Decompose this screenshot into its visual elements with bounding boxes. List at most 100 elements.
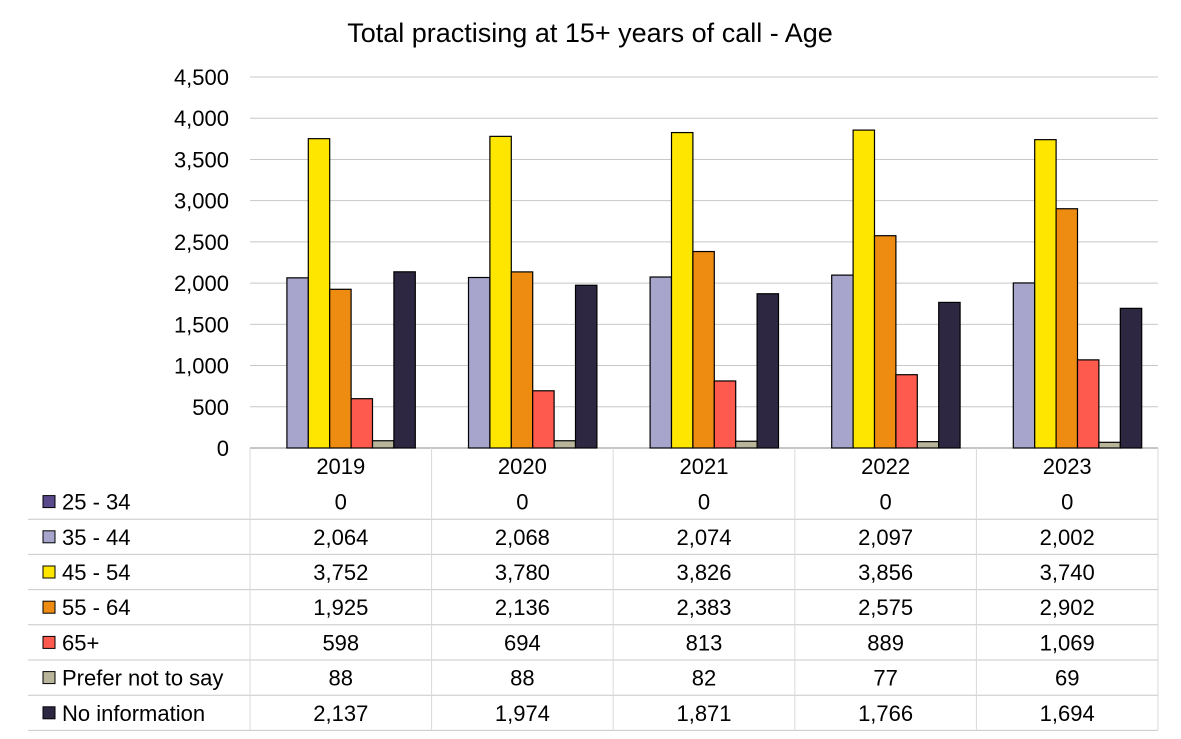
- chart-title: Total practising at 15+ years of call - …: [347, 18, 833, 48]
- bar: [350, 398, 374, 449]
- x-tick-label: 2023: [1043, 454, 1092, 479]
- table-cell-value: 2,902: [1040, 595, 1095, 620]
- legend-label: No information: [62, 701, 205, 726]
- table-cell-value: 2,575: [858, 595, 913, 620]
- y-tick-label: 0: [217, 436, 229, 461]
- table-cell-value: 0: [698, 490, 710, 515]
- table-cell-value: 82: [692, 666, 716, 691]
- bar: [553, 440, 577, 449]
- table-cell-value: 3,826: [676, 560, 731, 585]
- legend-label: 45 - 54: [62, 560, 131, 585]
- table-cell-value: 1,694: [1040, 701, 1095, 726]
- bars: [286, 129, 1143, 449]
- bar: [329, 288, 352, 449]
- bar: [1119, 307, 1143, 449]
- table-cell-value: 3,856: [858, 560, 913, 585]
- table-cell-value: 889: [867, 630, 904, 655]
- legend-key: [42, 495, 56, 509]
- table-cell-value: 2,383: [676, 595, 731, 620]
- bar: [1034, 139, 1057, 449]
- table-cell-value: 2,068: [495, 525, 550, 550]
- y-axis-ticks: 0 500 1,000 1,500 2,000 2,500 3,000 3,500 4,000 4…: [174, 65, 229, 461]
- table-cell-value: 88: [510, 666, 534, 691]
- x-axis-labels: 2019 2020 2021 2022 2023: [316, 454, 1091, 479]
- table-cell-value: 2,074: [676, 525, 731, 550]
- legend-label: 55 - 64: [62, 595, 131, 620]
- bar: [489, 135, 512, 449]
- bar: [852, 129, 876, 449]
- table-cell-value: 598: [322, 630, 359, 655]
- bar: [307, 138, 331, 449]
- table-cell-value: 0: [516, 490, 528, 515]
- bar: [1055, 208, 1079, 449]
- table-cell-value: 0: [879, 490, 891, 515]
- table-cell-value: 1,871: [676, 701, 731, 726]
- bar: [735, 440, 758, 449]
- table-cell-value: 0: [1061, 490, 1073, 515]
- table-cell-value: 88: [329, 666, 353, 691]
- legend-key: [42, 600, 56, 614]
- table-cell-value: 0: [335, 490, 347, 515]
- bar: [649, 276, 673, 449]
- legend-label: 25 - 34: [62, 490, 131, 515]
- x-tick-label: 2021: [680, 454, 729, 479]
- bar: [873, 235, 897, 449]
- table-cell-value: 3,752: [313, 560, 368, 585]
- data-table: 25 - 34 0 0 0 0 0 35 - 44 2,064 2,068 2,074 2,097 2…: [28, 448, 1159, 731]
- x-tick-label: 2020: [498, 454, 547, 479]
- bar: [692, 250, 715, 449]
- bar: [713, 380, 737, 449]
- table-cell-value: 1,069: [1040, 630, 1095, 655]
- legend-label: Prefer not to say: [62, 666, 223, 691]
- table-cell-value: 2,064: [313, 525, 368, 550]
- table-cell-value: 77: [873, 666, 897, 691]
- bar: [574, 284, 598, 449]
- bar: [756, 293, 780, 449]
- bar: [467, 276, 491, 449]
- y-tick-label: 1,500: [174, 312, 229, 337]
- bar: [938, 301, 961, 449]
- legend-key: [42, 706, 56, 720]
- y-tick-label: 3,000: [174, 189, 229, 214]
- bar: [916, 441, 940, 449]
- x-tick-label: 2022: [861, 454, 910, 479]
- legend-key: [42, 635, 56, 649]
- bar: [895, 374, 918, 449]
- bar: [1098, 441, 1121, 449]
- legend-key: [42, 671, 56, 685]
- table-cell-value: 1,925: [313, 595, 368, 620]
- y-tick-label: 2,000: [174, 271, 229, 296]
- table-cell-value: 813: [686, 630, 723, 655]
- table-cell-value: 2,137: [313, 701, 368, 726]
- table-cell-value: 1,974: [495, 701, 550, 726]
- y-tick-label: 1,000: [174, 354, 229, 379]
- y-tick-label: 2,500: [174, 230, 229, 255]
- y-tick-label: 4,500: [174, 65, 229, 90]
- bar: [1012, 282, 1036, 449]
- bar: [510, 271, 534, 449]
- legend-key: [42, 565, 56, 579]
- bar: [1076, 359, 1100, 449]
- table-cell-value: 2,136: [495, 595, 550, 620]
- legend-label: 65+: [62, 630, 99, 655]
- legend-label: 35 - 44: [62, 525, 131, 550]
- table-cell-value: 69: [1055, 666, 1079, 691]
- table-cell-value: 694: [504, 630, 541, 655]
- table-cell-value: 2,097: [858, 525, 913, 550]
- table-cell-value: 3,780: [495, 560, 550, 585]
- x-tick-label: 2019: [316, 454, 365, 479]
- legend-key: [42, 530, 56, 544]
- y-tick-label: 500: [192, 395, 229, 420]
- table-cell-value: 3,740: [1040, 560, 1095, 585]
- y-tick-label: 3,500: [174, 147, 229, 172]
- bar: [393, 271, 416, 449]
- bar: [831, 274, 854, 449]
- bar: [532, 390, 555, 449]
- bar: [670, 131, 694, 449]
- table-cell-value: 2,002: [1040, 525, 1095, 550]
- y-tick-label: 4,000: [174, 106, 229, 131]
- table-cell-value: 1,766: [858, 701, 913, 726]
- bar: [371, 440, 395, 449]
- bar: [286, 277, 309, 449]
